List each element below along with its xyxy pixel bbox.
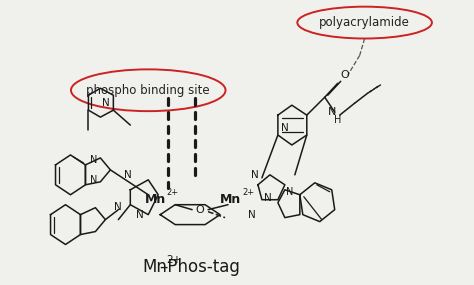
Text: N: N xyxy=(125,170,132,180)
Text: N: N xyxy=(137,210,144,220)
Text: O: O xyxy=(196,205,204,215)
Text: N: N xyxy=(251,170,259,180)
Text: N: N xyxy=(90,175,97,185)
Text: phospho binding site: phospho binding site xyxy=(86,84,210,97)
Text: N: N xyxy=(264,193,272,203)
Text: N: N xyxy=(248,210,256,220)
Text: Mn: Mn xyxy=(219,193,241,206)
Text: polyacrylamide: polyacrylamide xyxy=(319,16,410,29)
Text: Mn: Mn xyxy=(145,193,166,206)
Text: N: N xyxy=(90,155,97,165)
Text: N: N xyxy=(115,202,122,212)
Text: 2+: 2+ xyxy=(242,188,254,197)
Text: N: N xyxy=(101,98,109,108)
Text: N: N xyxy=(328,107,336,117)
Text: H: H xyxy=(334,115,341,125)
Text: O: O xyxy=(340,70,349,80)
Text: N: N xyxy=(286,187,293,197)
Text: 2+: 2+ xyxy=(166,188,178,197)
Text: 2+: 2+ xyxy=(166,255,182,265)
Text: –Phos-tag: –Phos-tag xyxy=(160,258,240,276)
Text: Mn: Mn xyxy=(143,258,168,276)
Text: N: N xyxy=(281,123,289,133)
